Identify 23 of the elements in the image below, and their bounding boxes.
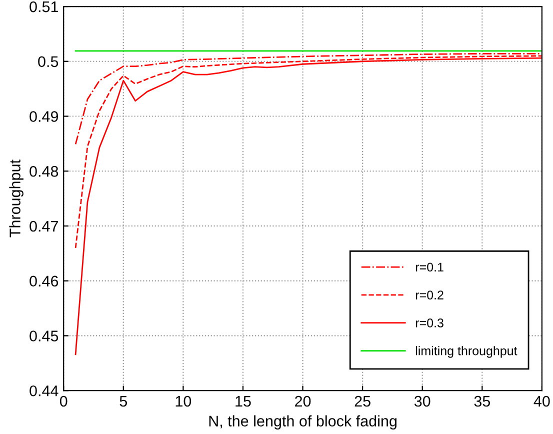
x-tick-label: 35 [474,396,490,407]
x-tick-label: 25 [354,396,370,407]
y-tick-label: 0.49 [30,111,58,122]
x-tick-label: 5 [120,396,127,407]
x-tick-label: 15 [236,396,251,407]
y-tick-label: 0.44 [30,385,58,396]
x-tick-label: 30 [414,396,430,407]
y-tick-label: 0.47 [30,220,58,232]
legend-label: r=0.1 [416,262,444,272]
y-tick-label: 0.5 [38,56,58,68]
y-tick-label: 0.46 [30,276,58,287]
x-axis-title: N, the length of block fading [209,415,396,430]
y-tick-label: 0.51 [30,1,58,12]
y-axis-title: Throughput [9,160,24,238]
x-tick-label: 40 [534,396,550,407]
x-tick-label: 20 [295,396,311,407]
y-tick-label: 0.45 [30,330,58,342]
y-tick-label: 0.48 [30,166,58,177]
x-tick-label: 10 [176,396,192,407]
legend-label: limiting throughput [416,346,518,358]
legend-label: r=0.2 [416,290,444,300]
legend-label: r=0.3 [416,318,444,328]
x-tick-label: 0 [60,396,68,407]
